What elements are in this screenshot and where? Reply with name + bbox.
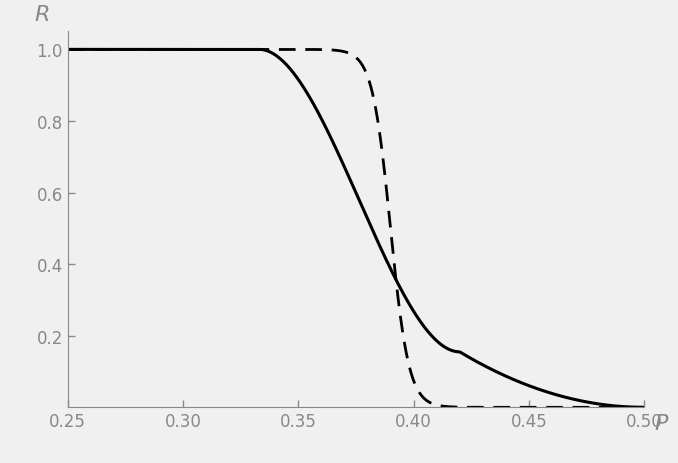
Y-axis label: R: R bbox=[34, 5, 49, 25]
X-axis label: P: P bbox=[655, 413, 668, 433]
